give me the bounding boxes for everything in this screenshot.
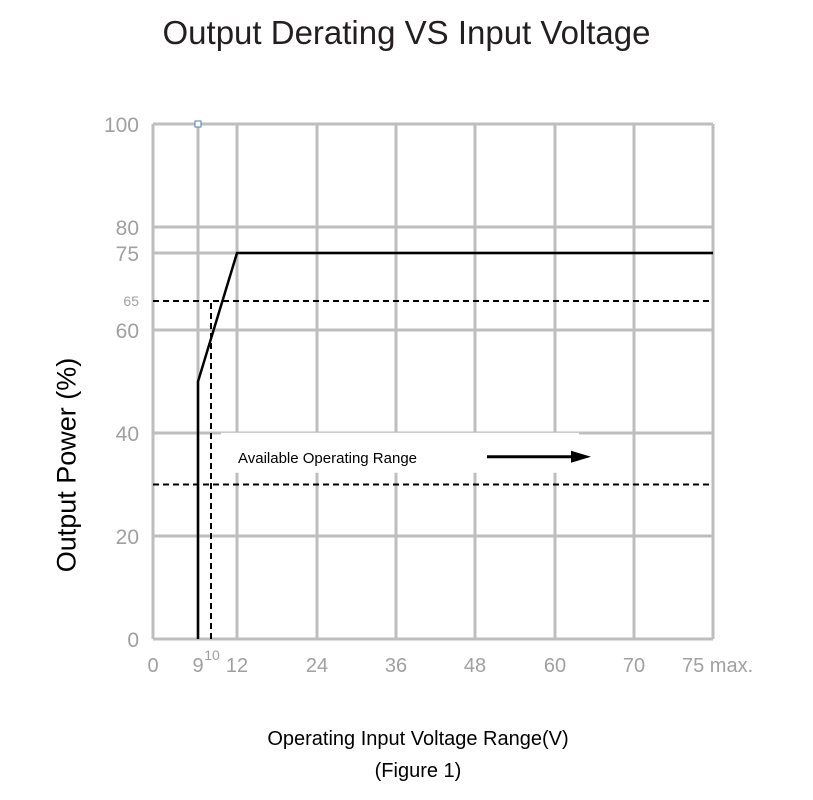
series <box>196 251 713 639</box>
selection-handle-icon[interactable] <box>194 120 202 128</box>
chart-title: Output Derating VS Input Voltage <box>162 14 651 51</box>
x-tick-label: 0 <box>147 655 158 677</box>
reference-lines <box>153 300 713 639</box>
arrow-head-icon <box>571 450 591 463</box>
x-tick-label: 70 <box>623 655 645 677</box>
figure-caption: (Figure 1) <box>374 760 462 782</box>
derating-curve <box>196 251 713 639</box>
annotation-text: Available Operating Range <box>238 450 417 467</box>
y-tick-label: 20 <box>116 526 139 549</box>
annotation: Available Operating Range <box>238 450 591 467</box>
y-axis-label: Output Power (%) <box>51 357 82 573</box>
y-tick-label: 65 <box>123 293 139 309</box>
x-tick-label: 48 <box>464 655 486 677</box>
x-tick-label: 10 <box>204 647 220 663</box>
x-tick-label: 9 <box>192 655 203 677</box>
x-axis-label: Operating Input Voltage Range(V) <box>267 728 569 750</box>
tick-labels: 0 20 40 60 65 75 80 100 0 9 10 12 24 36 48 60 70 75 max. <box>104 114 753 677</box>
grid <box>151 122 715 641</box>
y-tick-label: 60 <box>116 320 139 343</box>
x-tick-label: 12 <box>226 655 248 677</box>
x-tick-label: 24 <box>306 655 328 677</box>
x-tick-label: 36 <box>385 655 407 677</box>
y-tick-label: 100 <box>104 114 139 137</box>
y-tick-label: 40 <box>116 423 139 446</box>
y-tick-label: 0 <box>127 629 139 652</box>
y-tick-label: 80 <box>116 217 139 240</box>
y-tick-label: 75 <box>116 243 139 266</box>
x-tick-label: 75 max. <box>682 655 753 677</box>
x-tick-label: 60 <box>544 655 566 677</box>
annotation-box <box>221 432 579 473</box>
